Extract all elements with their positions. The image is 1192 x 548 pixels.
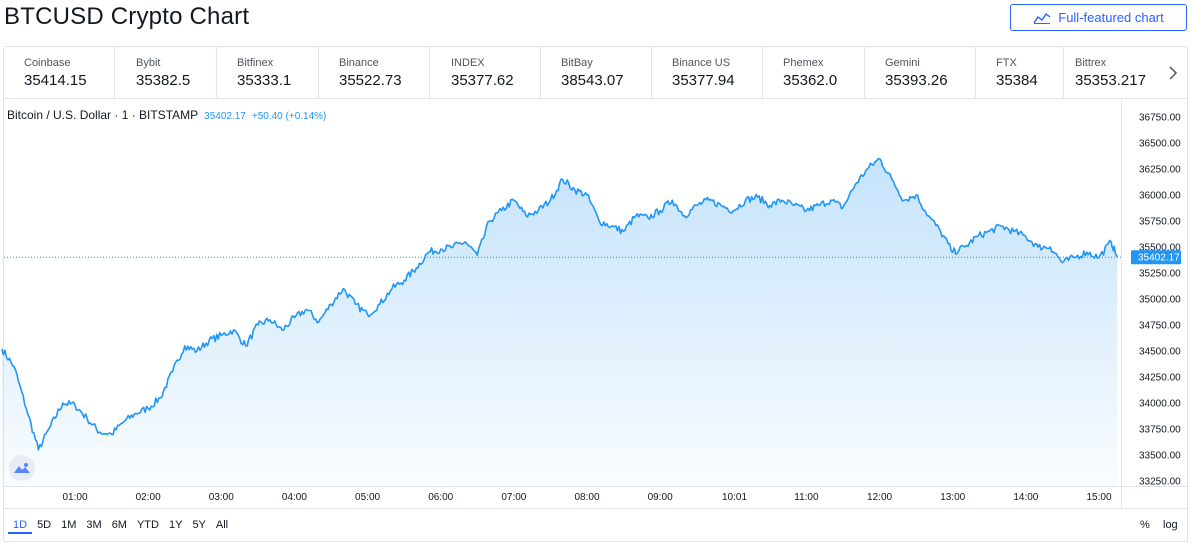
- ticker-name: BitBay: [561, 57, 593, 69]
- ticker-name: Bybit: [136, 57, 161, 69]
- ticker-price: 35393.26: [885, 72, 948, 89]
- ticker-bar: Coinbase 35414.15 Bybit 35382.5 Bitfinex 35…: [3, 46, 1188, 99]
- ticker-coinbase[interactable]: Coinbase 35414.15: [4, 47, 115, 98]
- legend-change: +50.40 (+0.14%): [251, 111, 327, 122]
- x-tick-label: 13:00: [940, 492, 965, 503]
- ticker-name: Coinbase: [24, 57, 71, 69]
- log-scale-toggle[interactable]: log: [1163, 519, 1178, 531]
- x-tick-label: 06:00: [428, 492, 453, 503]
- y-tick-label: 33500.00: [1139, 451, 1181, 462]
- y-tick-label: 36750.00: [1139, 113, 1181, 124]
- last-price-badge: [1131, 250, 1181, 265]
- y-tick-label: 35750.00: [1139, 217, 1181, 228]
- y-tick-label: 33750.00: [1139, 425, 1181, 436]
- ticker-name: Binance: [339, 57, 379, 69]
- range-button-5d[interactable]: 5D: [37, 519, 52, 531]
- range-selector: 1D 5D 1M 3M 6M YTD 1Y 5Y All: [8, 518, 233, 534]
- y-tick-label: 35250.00: [1139, 269, 1181, 280]
- x-tick-label: 10:01: [722, 492, 747, 503]
- x-tick-label: 04:00: [282, 492, 307, 503]
- ticker-bitfinex[interactable]: Bitfinex 35333.1: [217, 47, 319, 98]
- ticker-price: 35384: [996, 72, 1038, 89]
- range-button-ytd[interactable]: YTD: [136, 519, 159, 531]
- range-button-1y[interactable]: 1Y: [168, 519, 183, 531]
- y-tick-label: 35500.00: [1139, 243, 1181, 254]
- y-tick-label: 36250.00: [1139, 165, 1181, 176]
- y-tick-label: 36000.00: [1139, 191, 1181, 202]
- y-tick-label: 34000.00: [1139, 399, 1181, 410]
- ticker-index[interactable]: INDEX 35377.62: [430, 47, 541, 98]
- ticker-bitbay[interactable]: BitBay 38543.07: [541, 47, 652, 98]
- x-tick-label: 11:00: [794, 492, 819, 503]
- range-button-3m[interactable]: 3M: [86, 519, 102, 531]
- ticker-phemex[interactable]: Phemex 35362.0: [763, 47, 865, 98]
- y-tick-label: 34250.00: [1139, 373, 1181, 384]
- last-price-label: 35402.17: [1138, 253, 1180, 264]
- ticker-binance-us[interactable]: Binance US 35377.94: [652, 47, 763, 98]
- chevron-right-icon: [1169, 65, 1178, 80]
- chart-logo-button[interactable]: [9, 455, 35, 481]
- ticker-ftx[interactable]: FTX 35384: [976, 47, 1064, 98]
- chart-legend: Bitcoin / U.S. Dollar · 1 · BITSTAMP 354…: [7, 108, 326, 122]
- legend-symbol: Bitcoin / U.S. Dollar · 1 · BITSTAMP: [7, 108, 199, 122]
- ticker-price: 35522.73: [339, 72, 402, 89]
- range-button-all[interactable]: All: [215, 519, 229, 531]
- y-tick-label: 34500.00: [1139, 347, 1181, 358]
- ticker-price: 35377.62: [451, 72, 514, 89]
- price-line: [1, 157, 1119, 451]
- ticker-price: 35362.0: [783, 72, 838, 89]
- legend-last-price: 35402.17: [204, 111, 246, 122]
- ticker-name: Bitfinex: [237, 57, 274, 69]
- ticker-name: Binance US: [672, 57, 731, 69]
- ticker-name: INDEX: [451, 57, 485, 69]
- price-area-fill: [1, 158, 1118, 486]
- percent-scale-toggle[interactable]: %: [1140, 519, 1150, 531]
- y-tick-label: 33250.00: [1139, 477, 1181, 488]
- x-tick-label: 02:00: [136, 492, 161, 503]
- ticker-name: Gemini: [885, 57, 920, 69]
- ticker-price: 35414.15: [24, 72, 87, 89]
- x-tick-label: 14:00: [1013, 492, 1038, 503]
- range-button-5y[interactable]: 5Y: [192, 519, 206, 531]
- x-tick-label: 01:00: [62, 492, 87, 503]
- ticker-next-button[interactable]: [1159, 47, 1187, 98]
- ticker-name: FTX: [996, 57, 1017, 69]
- chart-icon: [1033, 12, 1051, 24]
- mountain-cloud-icon: [14, 463, 30, 473]
- ticker-name: Phemex: [783, 57, 824, 69]
- y-tick-label: 34750.00: [1139, 321, 1181, 332]
- range-button-6m[interactable]: 6M: [111, 519, 127, 531]
- x-tick-label: 07:00: [501, 492, 526, 503]
- x-tick-label: 03:00: [209, 492, 234, 503]
- x-tick-label: 15:00: [1086, 492, 1111, 503]
- x-tick-label: 09:00: [648, 492, 673, 503]
- ticker-binance[interactable]: Binance 35522.73: [319, 47, 430, 98]
- ticker-price: 38543.07: [561, 72, 624, 89]
- x-tick-label: 12:00: [867, 492, 892, 503]
- ticker-price: 35377.94: [672, 72, 735, 89]
- range-button-1d[interactable]: 1D: [8, 518, 33, 534]
- ticker-bittrex[interactable]: Bittrex 35353.217: [1064, 47, 1184, 98]
- ticker-bybit[interactable]: Bybit 35382.5: [115, 47, 217, 98]
- y-tick-label: 35000.00: [1139, 295, 1181, 306]
- y-tick-label: 36500.00: [1139, 139, 1181, 150]
- range-button-1m[interactable]: 1M: [61, 519, 77, 531]
- ticker-price: 35382.5: [136, 72, 191, 89]
- x-tick-label: 08:00: [574, 492, 599, 503]
- ticker-name: Bittrex: [1075, 57, 1107, 69]
- ticker-gemini[interactable]: Gemini 35393.26: [865, 47, 976, 98]
- page-title: BTCUSD Crypto Chart: [4, 3, 250, 30]
- full-featured-chart-label: Full-featured chart: [1058, 10, 1164, 25]
- ticker-price: 35333.1: [237, 72, 292, 89]
- ticker-price: 35353.217: [1075, 72, 1146, 89]
- x-tick-label: 05:00: [355, 492, 380, 503]
- full-featured-chart-button[interactable]: Full-featured chart: [1010, 4, 1187, 31]
